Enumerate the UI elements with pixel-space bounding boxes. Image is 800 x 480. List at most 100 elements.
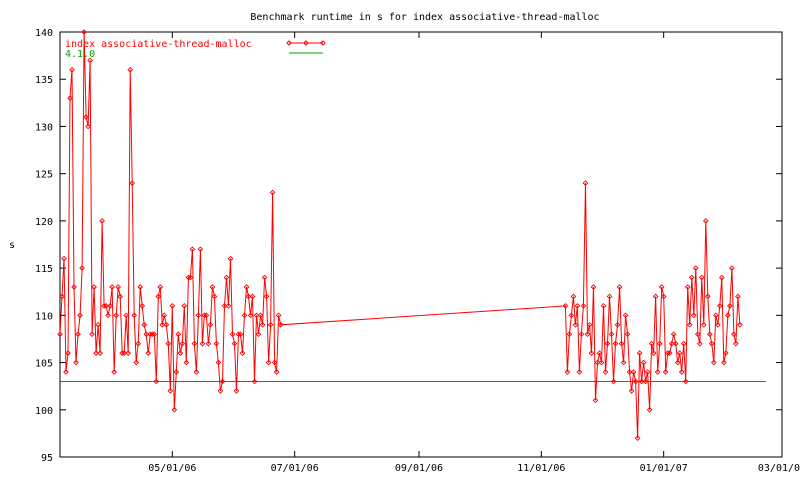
data-point [265, 359, 272, 366]
data-point [614, 321, 621, 328]
data-point [157, 284, 164, 290]
data-point [79, 265, 85, 271]
data-point [634, 435, 641, 441]
data-point [668, 340, 675, 347]
data-point [91, 284, 97, 290]
data-point [131, 312, 138, 319]
data-point [89, 331, 95, 338]
data-point [123, 312, 130, 319]
data-point [586, 321, 593, 328]
series-line-benchmark [59, 31, 741, 439]
data-point [731, 331, 737, 338]
data-point [712, 312, 719, 319]
data-point [700, 321, 707, 328]
data-point [716, 303, 723, 309]
data-point [179, 340, 186, 347]
data-point [241, 312, 248, 319]
y-axis-label: s [9, 240, 15, 251]
data-point [638, 378, 645, 385]
y-tick-label: 95 [41, 453, 53, 464]
data-point [725, 312, 731, 319]
data-point [654, 369, 661, 375]
data-point [135, 340, 142, 347]
x-tick-label: 01/01/07 [640, 463, 688, 474]
data-point [171, 406, 178, 413]
data-point [612, 340, 619, 347]
chart-title: Benchmark runtime in s for index associa… [250, 12, 599, 23]
data-point [203, 312, 210, 319]
data-point [602, 369, 609, 375]
data-point [209, 284, 216, 290]
data-point [165, 340, 172, 347]
data-point [622, 312, 629, 319]
data-point [608, 331, 615, 338]
plot-frame [59, 31, 783, 458]
data-point [735, 293, 741, 300]
data-point [706, 331, 713, 338]
data-point [698, 274, 705, 281]
series-layer [57, 29, 766, 441]
data-point [229, 331, 236, 338]
legend-marker [303, 40, 309, 46]
data-point [566, 331, 573, 338]
y-tick-label: 135 [35, 75, 53, 86]
data-point [646, 406, 653, 413]
data-point [594, 359, 601, 366]
data-point [721, 359, 727, 366]
data-point [245, 293, 252, 300]
data-point [77, 312, 83, 319]
data-point [676, 350, 683, 356]
data-point [221, 303, 228, 309]
data-point [582, 180, 589, 186]
x-tick-label: 05/01/06 [148, 463, 196, 474]
data-point [682, 378, 689, 385]
data-point [686, 321, 693, 328]
data-point [729, 265, 735, 271]
data-point [584, 331, 591, 338]
data-point [737, 321, 743, 328]
data-point [175, 331, 182, 338]
data-point [61, 255, 67, 262]
data-point [213, 340, 220, 347]
data-point [137, 284, 144, 290]
data-point [181, 303, 188, 309]
data-point [702, 218, 709, 224]
data-point [572, 321, 579, 328]
data-point [636, 350, 643, 356]
data-point [107, 303, 113, 309]
data-point [624, 331, 631, 338]
data-point [688, 274, 695, 281]
x-axis: 05/01/06 07/01/06 09/01/06 11/01/06 01/01/07… [148, 32, 800, 474]
data-point [211, 293, 218, 300]
data-point [576, 369, 583, 375]
y-tick-label: 105 [35, 359, 53, 370]
data-point [83, 114, 89, 120]
data-point [578, 331, 585, 338]
data-point [690, 312, 697, 319]
legend-label-benchmark: index associative-thread-malloc [65, 39, 252, 50]
data-point [237, 331, 244, 338]
data-point [606, 293, 613, 300]
data-point [149, 331, 156, 338]
data-point [650, 350, 657, 356]
data-point [201, 312, 208, 319]
data-point [727, 303, 733, 309]
data-point [680, 340, 687, 347]
data-point [596, 350, 603, 356]
legend-label-baseline: 4.1.0 [65, 49, 95, 60]
data-point [674, 359, 681, 366]
data-point [205, 340, 212, 347]
data-point [97, 350, 103, 356]
data-point [251, 378, 258, 385]
data-point [207, 321, 214, 328]
data-point [197, 246, 204, 253]
data-point [600, 303, 607, 309]
data-point [99, 218, 105, 224]
data-point [81, 29, 87, 35]
data-point [628, 388, 635, 394]
data-point [151, 331, 158, 338]
data-point [87, 57, 93, 64]
data-point [233, 388, 240, 394]
